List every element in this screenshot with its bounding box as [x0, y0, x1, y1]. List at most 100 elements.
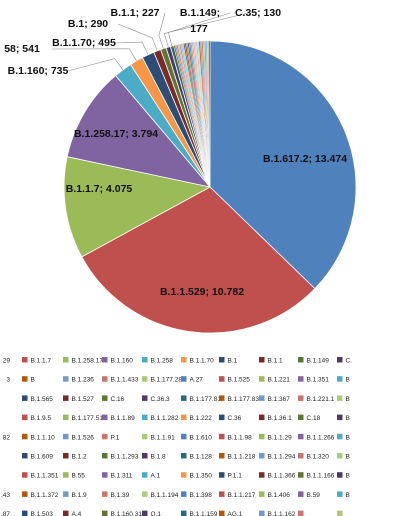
- legend-swatch: [63, 491, 69, 497]
- legend-entry-label: C.36: [228, 415, 242, 422]
- legend-swatch: [102, 357, 108, 363]
- legend-swatch: [219, 453, 225, 459]
- legend-entry-label: B.1.350: [190, 473, 213, 480]
- legend-swatch: [22, 491, 28, 497]
- legend-entry-label: B.1.8: [151, 454, 167, 461]
- legend-swatch: [298, 472, 304, 478]
- legend-entry-label: B.1.1.162: [268, 511, 296, 516]
- legend-entry-label: B.1.351: [307, 377, 330, 384]
- legend-entry-label: B.1.1.89: [111, 415, 136, 422]
- legend-entry-label: 29: [3, 358, 11, 365]
- legend-entry-label: B.1.2: [72, 454, 88, 461]
- callout-label-b-1-149: B.1.149;: [180, 7, 220, 19]
- legend-entry-label: B.59: [307, 492, 321, 499]
- legend-entry-label: B.1.1.433: [111, 377, 139, 384]
- legend-swatch: [22, 433, 28, 440]
- legend-entry-label: B.1.1.159: [190, 511, 218, 516]
- legend-entry-label: B: [346, 492, 350, 499]
- callout-label-c-35: C.35; 130: [235, 7, 281, 19]
- legend-swatch: [181, 357, 187, 363]
- legend-swatch: [219, 510, 225, 516]
- legend-swatch: [102, 414, 108, 421]
- legend-entry-label: B.1.1.98: [228, 434, 253, 441]
- legend-entry-label: B.1.1.351: [31, 473, 59, 480]
- legend-swatch: [181, 472, 187, 478]
- legend-swatch: [298, 433, 304, 440]
- legend-swatch: [337, 510, 343, 516]
- legend-entry-label: B.55: [72, 473, 86, 480]
- pie-slice-b-1-258-17: [66, 75, 212, 188]
- slice-label-b-1-1-529: B.1.1.529; 10.782: [160, 286, 244, 298]
- legend-entry-label: B.1.527: [72, 396, 95, 403]
- legend-swatch: [181, 433, 187, 440]
- legend-swatch: [181, 414, 187, 421]
- legend-entry-label: AG.1: [228, 511, 243, 516]
- legend-swatch: [298, 510, 304, 516]
- legend-swatch: [102, 395, 108, 401]
- legend-swatch: [298, 395, 304, 401]
- legend-entry-label: A.27: [190, 377, 204, 384]
- legend-swatch: [22, 357, 28, 363]
- legend-entry-label: 82: [3, 434, 11, 441]
- legend-entry-label: B.1.526: [72, 434, 95, 441]
- legend-entry-label: B.1.258: [151, 358, 174, 365]
- legend-swatch: [219, 414, 225, 421]
- legend-swatch: [142, 491, 148, 497]
- legend-entry-label: B.1.258.17: [72, 358, 104, 365]
- legend-entry-label: B.1.406: [268, 492, 291, 499]
- slice-label-b-1-617-2: B.1.617.2; 13.474: [263, 153, 347, 165]
- callout-label-b-1: B.1; 290: [68, 18, 108, 30]
- slice-label-b-1-258-17: B.1.258.17; 3.794: [74, 128, 158, 140]
- legend-swatch: [102, 453, 108, 459]
- legend-swatch: [337, 453, 343, 459]
- legend-entry-label: B.1.39: [111, 492, 130, 499]
- legend-entry-label: B.1.609: [31, 454, 54, 461]
- legend-swatch: [219, 491, 225, 497]
- legend-swatch: [337, 376, 343, 382]
- legend-swatch: [63, 414, 69, 421]
- pie-labels: B.1.617.2; 13.474 B.1.1.529; 10.782 B.1.1.…: [4, 7, 347, 298]
- legend-entry-label: B.1.1.372: [31, 492, 59, 499]
- legend-swatch: [102, 376, 108, 382]
- legend-swatch: [181, 453, 187, 459]
- legend-entry-label: B.1.1: [268, 358, 284, 365]
- pie-slice-b-1-1-529: [81, 186, 316, 334]
- legend-entry-label: B: [346, 473, 350, 480]
- legend-entry-label: .43: [1, 492, 10, 499]
- legend-entry-label: C.36.3: [151, 396, 171, 403]
- legend-entry-label: B.1.320: [307, 454, 330, 461]
- legend-entry-label: C.18: [307, 415, 321, 422]
- callout-line-b-1-258: [51, 48, 137, 62]
- legend-entry-label: B: [346, 434, 350, 441]
- legend-swatch: [337, 433, 343, 440]
- legend-swatch: [142, 414, 148, 421]
- legend-swatch: [259, 472, 265, 478]
- legend-entry-label: B: [31, 377, 35, 384]
- callout-label-b-1-1-70: B.1.1.70; 495: [52, 37, 116, 49]
- legend-entry-label: B.1.503: [31, 511, 54, 516]
- legend-swatch: [259, 357, 265, 363]
- legend-entry-label: B.1.177.83: [228, 396, 260, 403]
- legend-swatch: [259, 395, 265, 401]
- legend-entry-label: B.1.160.31: [111, 511, 143, 516]
- legend-swatch: [298, 491, 304, 497]
- legend-swatch: [337, 395, 343, 401]
- legend-entry-label: B: [346, 396, 350, 403]
- legend-swatch: [181, 395, 187, 401]
- legend-entry-label: A.4: [72, 511, 82, 516]
- legend-entry-label: B.1.177.51: [72, 415, 104, 422]
- legend-entry-label: B.1.1.91: [151, 434, 176, 441]
- callout-label-b-1-160: B.1.160; 735: [8, 65, 69, 77]
- legend-swatch: [259, 510, 265, 516]
- legend-entry-label: B.1.610: [190, 434, 213, 441]
- legend-swatch: [142, 433, 148, 440]
- legend-swatch: [142, 472, 148, 478]
- legend-entry-label: B.1.1.10: [31, 434, 56, 441]
- callout-line-b-1-160: [67, 58, 124, 72]
- legend-entry-label: B.1.1.282: [151, 415, 179, 422]
- legend-swatch: [219, 472, 225, 478]
- legend-swatch: [63, 395, 69, 401]
- legend-entry-label: B.1.1.194: [151, 492, 179, 499]
- legend-swatch: [219, 376, 225, 382]
- legend-swatch: [22, 453, 28, 459]
